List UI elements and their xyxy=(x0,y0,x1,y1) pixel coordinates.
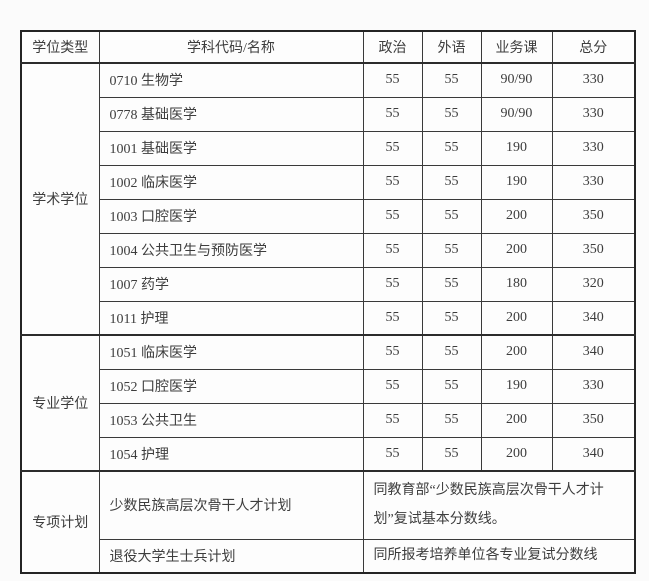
subject-cell: 1054 护理 xyxy=(98,436,364,472)
header-row: 学位类型 学科代码/名称 政治 外语 业务课 总分 xyxy=(20,30,636,64)
professional-course-score-cell: 190 xyxy=(480,164,553,200)
politics-score-cell: 55 xyxy=(362,436,423,472)
politics-score-cell: 55 xyxy=(362,198,423,234)
table-row: 退役大学生士兵计划 同所报考培养单位各专业复试分数线 xyxy=(21,538,636,574)
politics-score-cell: 55 xyxy=(362,300,423,336)
professional-course-score-cell: 90/90 xyxy=(480,62,553,98)
header-total: 总分 xyxy=(551,30,636,64)
table-row: 1004 公共卫生与预防医学 55 55 200 350 xyxy=(21,232,636,268)
subject-cell: 1052 口腔医学 xyxy=(98,368,364,404)
header-degree-type: 学位类型 xyxy=(20,30,100,64)
table-row: 1052 口腔医学 55 55 190 330 xyxy=(21,368,636,404)
subject-cell: 1053 公共卫生 xyxy=(98,402,364,438)
total-score-cell: 330 xyxy=(551,96,636,132)
subject-cell: 1004 公共卫生与预防医学 xyxy=(98,232,364,268)
foreign-language-score-cell: 55 xyxy=(421,402,482,438)
subject-cell: 退役大学生士兵计划 xyxy=(98,538,364,574)
subject-cell: 1007 药学 xyxy=(98,266,364,302)
professional-course-score-cell: 200 xyxy=(480,334,553,370)
politics-score-cell: 55 xyxy=(362,266,423,302)
politics-score-cell: 55 xyxy=(362,164,423,200)
table-row: 1001 基础医学 55 55 190 330 xyxy=(21,130,636,166)
foreign-language-score-cell: 55 xyxy=(421,368,482,404)
table-row: 1007 药学 55 55 180 320 xyxy=(21,266,636,302)
professional-course-score-cell: 200 xyxy=(480,436,553,472)
note-cell: 同所报考培养单位各专业复试分数线 xyxy=(362,538,636,574)
subject-cell: 0778 基础医学 xyxy=(98,96,364,132)
header-foreign-language: 外语 xyxy=(421,30,482,64)
politics-score-cell: 55 xyxy=(362,96,423,132)
foreign-language-score-cell: 55 xyxy=(421,96,482,132)
header-politics: 政治 xyxy=(362,30,423,64)
table-row: 1003 口腔医学 55 55 200 350 xyxy=(21,198,636,234)
table-row: 1054 护理 55 55 200 340 xyxy=(21,436,636,472)
total-score-cell: 350 xyxy=(551,232,636,268)
subject-cell: 1051 临床医学 xyxy=(98,334,364,370)
total-score-cell: 350 xyxy=(551,402,636,438)
table-row: 1053 公共卫生 55 55 200 350 xyxy=(21,402,636,438)
foreign-language-score-cell: 55 xyxy=(421,62,482,98)
admission-score-table: 学位类型 学科代码/名称 政治 外语 业务课 总分 学术学位 0710 生物学 … xyxy=(20,30,636,574)
professional-course-score-cell: 190 xyxy=(480,130,553,166)
total-score-cell: 330 xyxy=(551,62,636,98)
politics-score-cell: 55 xyxy=(362,62,423,98)
table-row: 1002 临床医学 55 55 190 330 xyxy=(21,164,636,200)
foreign-language-score-cell: 55 xyxy=(421,198,482,234)
politics-score-cell: 55 xyxy=(362,232,423,268)
subject-cell: 1002 临床医学 xyxy=(98,164,364,200)
foreign-language-score-cell: 55 xyxy=(421,334,482,370)
total-score-cell: 330 xyxy=(551,164,636,200)
table-row: 学术学位 0710 生物学 55 55 90/90 330 xyxy=(20,62,636,336)
foreign-language-score-cell: 55 xyxy=(421,436,482,472)
total-score-cell: 350 xyxy=(551,198,636,234)
table-row: 0778 基础医学 55 55 90/90 330 xyxy=(21,96,636,132)
professional-course-score-cell: 200 xyxy=(480,198,553,234)
subject-cell: 少数民族高层次骨干人才计划 xyxy=(98,470,364,540)
total-score-cell: 330 xyxy=(551,130,636,166)
professional-course-score-cell: 200 xyxy=(480,300,553,336)
subject-cell: 0710 生物学 xyxy=(98,62,364,98)
foreign-language-score-cell: 55 xyxy=(421,164,482,200)
table-row: 专项计划 少数民族高层次骨干人才计划 同教育部“少数民族高层次骨干人才计划”复试… xyxy=(20,470,636,574)
group-label-academic-degree: 学术学位 xyxy=(20,62,100,336)
table-row: 1011 护理 55 55 200 340 xyxy=(21,300,636,336)
professional-course-score-cell: 180 xyxy=(480,266,553,302)
politics-score-cell: 55 xyxy=(362,402,423,438)
total-score-cell: 340 xyxy=(551,334,636,370)
total-score-cell: 320 xyxy=(551,266,636,302)
header-subject: 学科代码/名称 xyxy=(98,30,364,64)
subject-cell: 1001 基础医学 xyxy=(98,130,364,166)
foreign-language-score-cell: 55 xyxy=(421,130,482,166)
table-row: 专业学位 1051 临床医学 55 55 200 340 xyxy=(20,334,636,472)
professional-course-score-cell: 200 xyxy=(480,232,553,268)
politics-score-cell: 55 xyxy=(362,334,423,370)
note-cell: 同教育部“少数民族高层次骨干人才计划”复试基本分数线。 xyxy=(362,470,636,540)
politics-score-cell: 55 xyxy=(362,130,423,166)
foreign-language-score-cell: 55 xyxy=(421,266,482,302)
foreign-language-score-cell: 55 xyxy=(421,300,482,336)
professional-course-score-cell: 200 xyxy=(480,402,553,438)
professional-course-score-cell: 190 xyxy=(480,368,553,404)
header-professional-course: 业务课 xyxy=(480,30,553,64)
admission-score-table-container: 学位类型 学科代码/名称 政治 外语 业务课 总分 学术学位 0710 生物学 … xyxy=(20,30,636,574)
total-score-cell: 340 xyxy=(551,436,636,472)
professional-course-score-cell: 90/90 xyxy=(480,96,553,132)
subject-cell: 1003 口腔医学 xyxy=(98,198,364,234)
total-score-cell: 330 xyxy=(551,368,636,404)
group-label-special-plan: 专项计划 xyxy=(20,470,100,574)
group-label-professional-degree: 专业学位 xyxy=(20,334,100,472)
subject-cell: 1011 护理 xyxy=(98,300,364,336)
total-score-cell: 340 xyxy=(551,300,636,336)
politics-score-cell: 55 xyxy=(362,368,423,404)
foreign-language-score-cell: 55 xyxy=(421,232,482,268)
